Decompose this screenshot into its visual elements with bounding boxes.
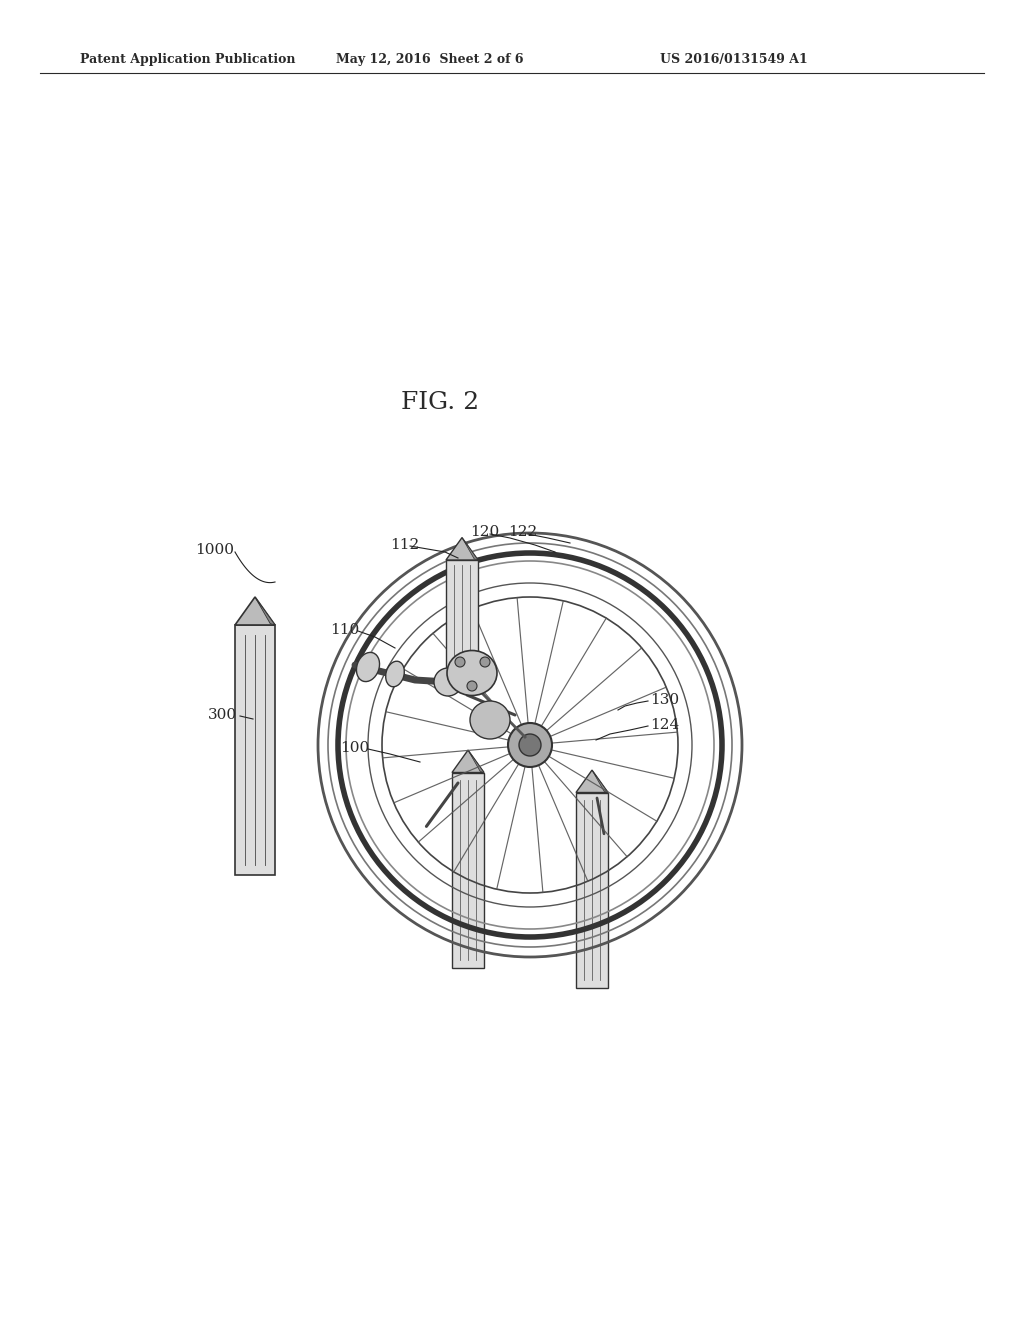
Ellipse shape: [480, 657, 490, 667]
Text: 122: 122: [508, 525, 538, 539]
Ellipse shape: [467, 681, 477, 690]
Ellipse shape: [386, 661, 404, 686]
Ellipse shape: [455, 657, 465, 667]
Text: 112: 112: [390, 539, 419, 552]
Ellipse shape: [519, 734, 541, 756]
Polygon shape: [468, 750, 484, 772]
Text: Patent Application Publication: Patent Application Publication: [80, 53, 296, 66]
Polygon shape: [452, 750, 484, 772]
Text: 130: 130: [650, 693, 679, 708]
Polygon shape: [446, 560, 478, 690]
Text: 1000: 1000: [195, 543, 234, 557]
Polygon shape: [462, 537, 478, 560]
Ellipse shape: [470, 701, 510, 739]
Text: 100: 100: [340, 741, 370, 755]
Ellipse shape: [447, 651, 497, 696]
Text: 110: 110: [330, 623, 359, 638]
Ellipse shape: [508, 723, 552, 767]
Text: May 12, 2016  Sheet 2 of 6: May 12, 2016 Sheet 2 of 6: [336, 53, 523, 66]
Polygon shape: [234, 624, 275, 875]
Polygon shape: [446, 537, 478, 560]
Polygon shape: [592, 770, 608, 792]
Ellipse shape: [434, 668, 462, 696]
Polygon shape: [255, 597, 275, 624]
Text: 124: 124: [650, 718, 679, 733]
Text: US 2016/0131549 A1: US 2016/0131549 A1: [660, 53, 808, 66]
Polygon shape: [234, 597, 275, 624]
Ellipse shape: [356, 652, 380, 681]
Text: 300: 300: [208, 708, 238, 722]
Text: 120: 120: [470, 525, 500, 539]
Polygon shape: [575, 792, 608, 987]
Polygon shape: [575, 770, 608, 792]
Polygon shape: [452, 772, 484, 968]
Text: FIG. 2: FIG. 2: [401, 391, 479, 414]
